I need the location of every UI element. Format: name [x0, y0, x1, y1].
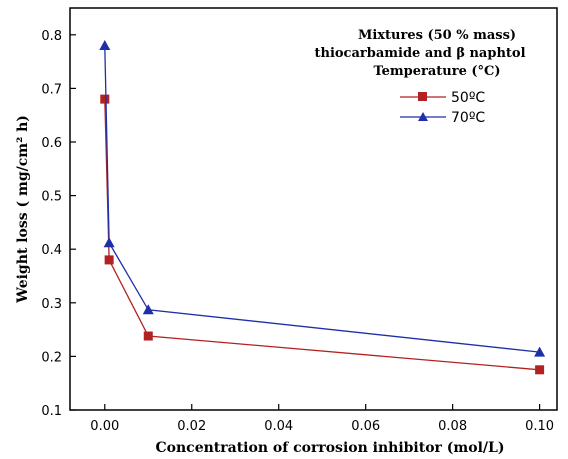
data-point-1	[103, 237, 115, 248]
legend-label-50c: 50ºC	[451, 90, 485, 106]
x-tick-label: 0.08	[438, 419, 467, 434]
legend: Mixtures (50 % mass) thiocarbamide and β…	[314, 28, 525, 126]
y-tick-label: 0.1	[41, 404, 62, 419]
legend-title-line-1: Mixtures (50 % mass)	[358, 28, 516, 43]
y-tick-label: 0.5	[41, 190, 62, 205]
y-tick-label: 0.3	[41, 297, 62, 312]
x-axis-title: Concentration of corrosion inhibitor (mo…	[156, 440, 505, 456]
legend-title-line-3: Temperature (°C)	[373, 64, 500, 79]
axis-ticks: 0.1 0.2 0.3 0.4 0.5 0.6 0.7 0.8 0.00 0.02 0.04 0.06…	[41, 29, 554, 434]
x-tick-label: 0.00	[90, 419, 119, 434]
series-line-1	[104, 45, 540, 353]
data-point-0	[100, 94, 110, 104]
legend-title-line-2: thiocarbamide and β naphtol	[314, 46, 525, 61]
legend-marker-70c	[418, 112, 428, 121]
data-point-1	[534, 346, 546, 357]
x-tick-label: 0.06	[351, 419, 380, 434]
y-tick-label: 0.8	[41, 29, 62, 44]
data-point-1	[142, 304, 154, 315]
data-point-0	[104, 255, 114, 265]
plot-frame	[69, 7, 558, 411]
data-point-0	[535, 365, 545, 375]
y-tick-label: 0.7	[41, 82, 62, 97]
x-tick-label: 0.04	[264, 419, 293, 434]
series-layer	[99, 40, 546, 375]
data-point-0	[143, 331, 153, 341]
legend-label-70c: 70ºC	[451, 110, 485, 126]
y-axis-title: Weight loss ( mg/cm² h)	[15, 115, 31, 304]
legend-marker-50c	[418, 92, 427, 101]
x-tick-label: 0.02	[177, 419, 206, 434]
y-tick-label: 0.6	[41, 136, 62, 151]
data-point-1	[99, 40, 111, 51]
x-tick-label: 0.10	[525, 419, 554, 434]
y-tick-label: 0.2	[41, 350, 62, 365]
series-line-0	[104, 99, 540, 371]
y-tick-label: 0.4	[41, 243, 62, 258]
